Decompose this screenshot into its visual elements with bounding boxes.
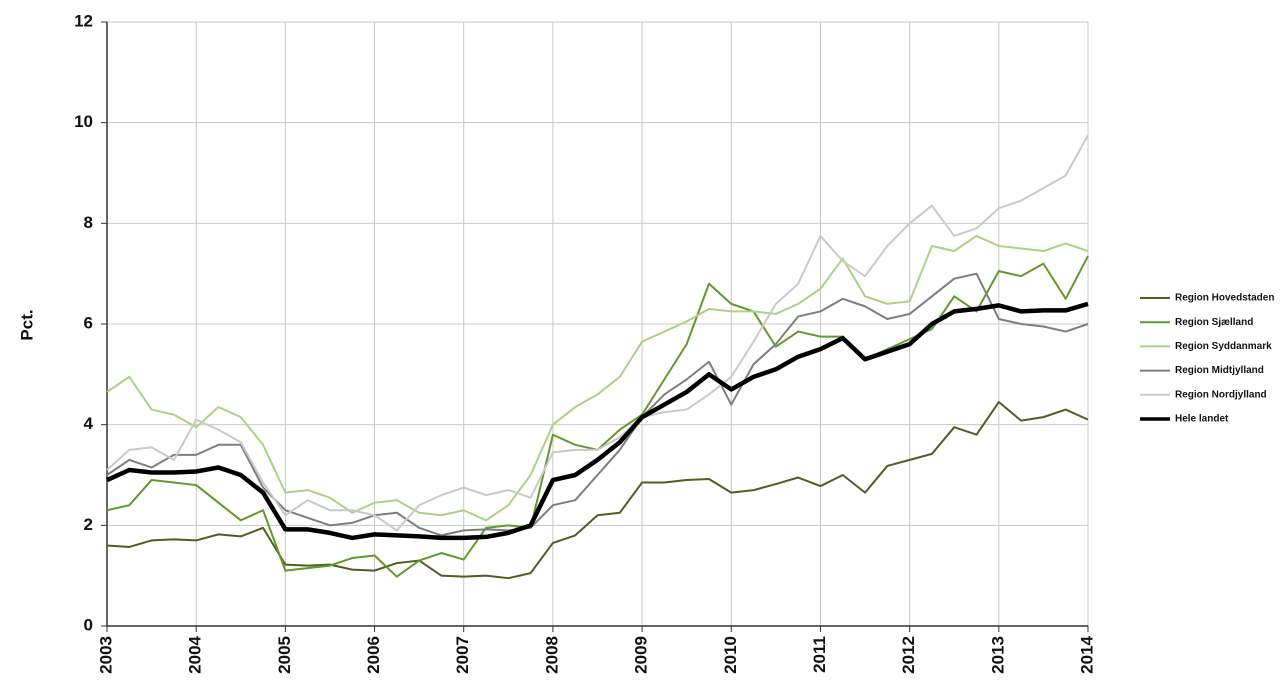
- x-tick-label: 2004: [186, 635, 205, 673]
- x-tick-label: 2006: [364, 636, 383, 674]
- legend-label: Hele landet: [1175, 414, 1229, 425]
- x-tick-label: 2008: [542, 636, 561, 674]
- legend-label: Region Sjælland: [1175, 317, 1253, 328]
- x-tick-label: 2005: [275, 636, 294, 674]
- y-tick-label: 4: [84, 414, 94, 433]
- x-tick-label: 2007: [453, 636, 472, 674]
- legend-label: Region Midtjylland: [1175, 365, 1264, 376]
- series-line: [106, 134, 1089, 532]
- x-tick-label: 2014: [1077, 635, 1096, 673]
- series-line: [106, 401, 1089, 580]
- legend-label: Region Nordjylland: [1175, 389, 1267, 400]
- y-tick-label: 10: [74, 112, 93, 131]
- y-tick-label: 8: [84, 213, 93, 232]
- y-tick-label: 2: [84, 515, 93, 534]
- x-tick-label: 2013: [988, 636, 1007, 674]
- y-tick-label: 12: [74, 11, 93, 30]
- x-tick-label: 2009: [632, 636, 651, 674]
- x-tick-label: 2003: [96, 636, 115, 674]
- legend-label: Region Hovedstaden: [1175, 293, 1274, 304]
- y-tick-label: 0: [84, 615, 93, 634]
- series-line: [106, 272, 1089, 537]
- x-tick-label: 2012: [899, 636, 918, 674]
- y-axis-label: Pct.: [17, 309, 36, 340]
- y-tick-label: 6: [84, 313, 93, 332]
- legend-label: Region Syddanmark: [1175, 341, 1272, 352]
- series-line: [106, 234, 1089, 522]
- series-line: [106, 301, 1089, 541]
- x-tick-label: 2010: [721, 636, 740, 674]
- series-line: [106, 255, 1089, 578]
- x-tick-label: 2011: [810, 636, 829, 673]
